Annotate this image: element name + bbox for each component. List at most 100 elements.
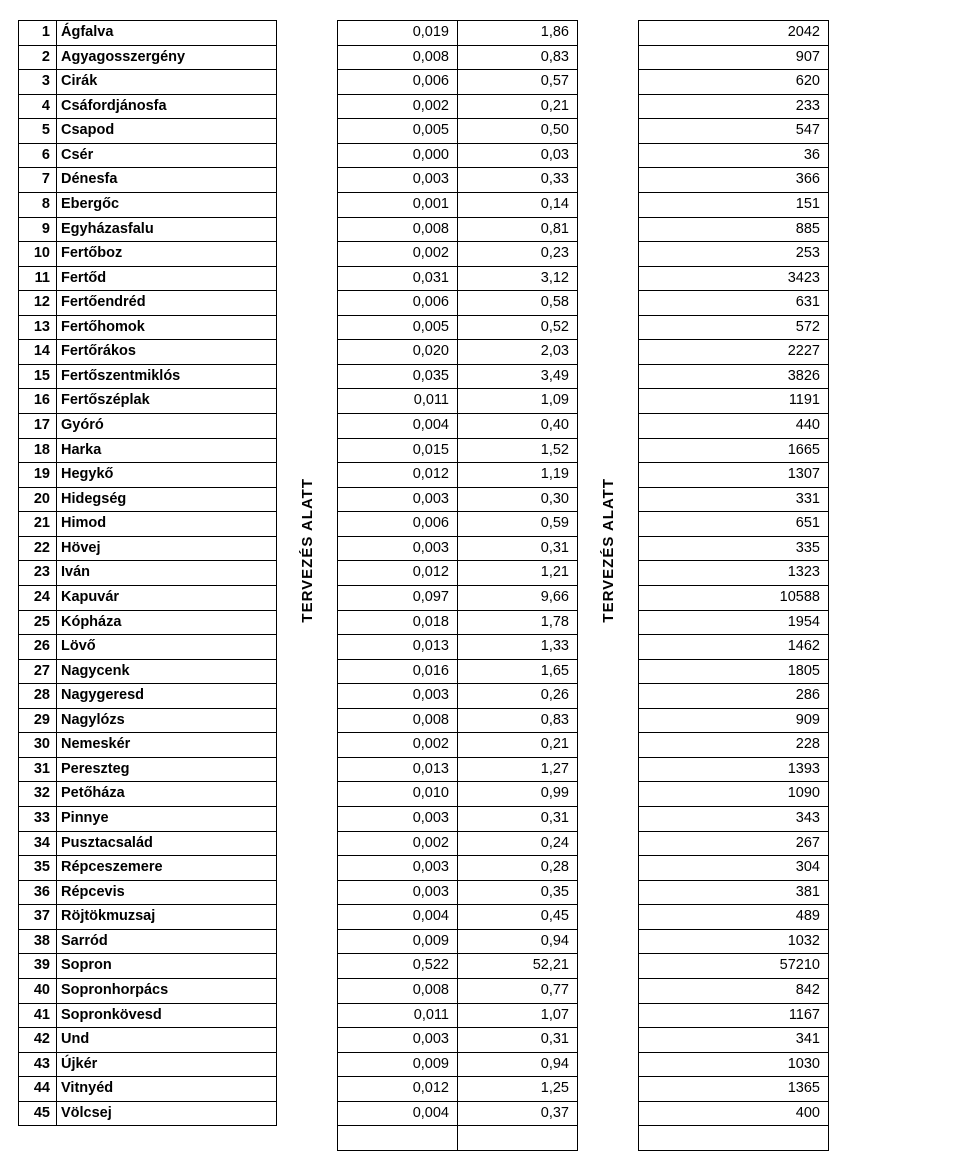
total-value: 286 — [639, 684, 829, 709]
row-number: 7 — [19, 168, 57, 193]
row-number: 10 — [19, 242, 57, 267]
table-row: 33Pinnye — [19, 807, 277, 832]
table-row: 1191 — [639, 389, 829, 414]
table-row: 29Nagylózs — [19, 708, 277, 733]
settlement-name: Röjtökmuzsaj — [57, 905, 277, 930]
row-number: 4 — [19, 94, 57, 119]
row-number: 25 — [19, 610, 57, 635]
table-row: 620 — [639, 70, 829, 95]
table-row: 253 — [639, 242, 829, 267]
table-row: 0,0100,99 — [338, 782, 578, 807]
value-col-1: 0,008 — [338, 45, 458, 70]
settlement-name: Harka — [57, 438, 277, 463]
row-number: 32 — [19, 782, 57, 807]
totals-table: 2042907620233547363661518852533423631572… — [638, 20, 829, 1151]
vertical-label-col-2: TERVEZÉS ALATT — [578, 20, 638, 1080]
table-row: 885 — [639, 217, 829, 242]
empty-cell — [458, 1126, 578, 1151]
row-number: 39 — [19, 954, 57, 979]
value-col-1: 0,006 — [338, 70, 458, 95]
total-value: 10588 — [639, 585, 829, 610]
table-row: 0,0040,37 — [338, 1101, 578, 1126]
settlement-name: Nagycenk — [57, 659, 277, 684]
table-row: 7Dénesfa — [19, 168, 277, 193]
row-number: 1 — [19, 21, 57, 46]
row-number: 18 — [19, 438, 57, 463]
table-row: 0,0030,35 — [338, 880, 578, 905]
total-value: 547 — [639, 119, 829, 144]
table-row: 631 — [639, 291, 829, 316]
table-row: 2Agyagosszergény — [19, 45, 277, 70]
row-number: 24 — [19, 585, 57, 610]
value-col-1: 0,009 — [338, 929, 458, 954]
settlement-name: Völcsej — [57, 1101, 277, 1126]
table-row: 0,0000,03 — [338, 143, 578, 168]
value-col-2: 1,33 — [458, 635, 578, 660]
table-row: 37Röjtökmuzsaj — [19, 905, 277, 930]
value-col-1: 0,003 — [338, 1028, 458, 1053]
table-row: 1365 — [639, 1077, 829, 1102]
table-row: 0,0080,83 — [338, 45, 578, 70]
table-row: 909 — [639, 708, 829, 733]
total-value: 1665 — [639, 438, 829, 463]
table-row: 12Fertőendréd — [19, 291, 277, 316]
total-value: 1030 — [639, 1052, 829, 1077]
settlement-name: Fertőhomok — [57, 315, 277, 340]
value-col-2: 0,03 — [458, 143, 578, 168]
table-row: 3Cirák — [19, 70, 277, 95]
settlement-name: Csapod — [57, 119, 277, 144]
settlement-name: Fertőszentmiklós — [57, 364, 277, 389]
total-value: 1365 — [639, 1077, 829, 1102]
settlement-name: Petőháza — [57, 782, 277, 807]
row-number: 17 — [19, 414, 57, 439]
vertical-label-1: TERVEZÉS ALATT — [299, 478, 316, 623]
table-row: 1805 — [639, 659, 829, 684]
settlement-name: Und — [57, 1028, 277, 1053]
values-table: 0,0191,860,0080,830,0060,570,0020,210,00… — [337, 20, 578, 1151]
total-value: 489 — [639, 905, 829, 930]
table-row: 14Fertőrákos — [19, 340, 277, 365]
total-value: 3423 — [639, 266, 829, 291]
settlement-name: Répcevis — [57, 880, 277, 905]
value-col-2: 0,21 — [458, 733, 578, 758]
table-row: 10Fertőboz — [19, 242, 277, 267]
table-row: 30Nemeskér — [19, 733, 277, 758]
settlement-name: Répceszemere — [57, 856, 277, 881]
row-number: 23 — [19, 561, 57, 586]
value-col-2: 0,58 — [458, 291, 578, 316]
total-value: 1032 — [639, 929, 829, 954]
settlement-name: Gyóró — [57, 414, 277, 439]
settlement-name: Hegykő — [57, 463, 277, 488]
value-col-2: 0,28 — [458, 856, 578, 881]
settlement-name: Sopronkövesd — [57, 1003, 277, 1028]
row-number: 31 — [19, 757, 57, 782]
row-number: 21 — [19, 512, 57, 537]
row-number: 35 — [19, 856, 57, 881]
value-col-1: 0,006 — [338, 291, 458, 316]
table-row: 32Petőháza — [19, 782, 277, 807]
value-col-2: 2,03 — [458, 340, 578, 365]
table-row: 38Sarród — [19, 929, 277, 954]
total-value: 253 — [639, 242, 829, 267]
total-value: 366 — [639, 168, 829, 193]
settlement-name: Iván — [57, 561, 277, 586]
value-col-1: 0,003 — [338, 880, 458, 905]
table-row: 28Nagygeresd — [19, 684, 277, 709]
settlement-name: Agyagosszergény — [57, 45, 277, 70]
row-number: 30 — [19, 733, 57, 758]
table-row: 0,0050,50 — [338, 119, 578, 144]
table-row: 0,0060,57 — [338, 70, 578, 95]
settlement-name: Ebergőc — [57, 192, 277, 217]
table-row: 0,0030,26 — [338, 684, 578, 709]
table-row: 0,52252,21 — [338, 954, 578, 979]
settlement-name: Nemeskér — [57, 733, 277, 758]
value-col-1: 0,004 — [338, 1101, 458, 1126]
value-col-2: 1,19 — [458, 463, 578, 488]
table-row: 1462 — [639, 635, 829, 660]
table-row: 36Répcevis — [19, 880, 277, 905]
table-row-empty — [338, 1126, 578, 1151]
total-value: 1307 — [639, 463, 829, 488]
total-value: 1323 — [639, 561, 829, 586]
table-row: 304 — [639, 856, 829, 881]
vertical-label-col-1: TERVEZÉS ALATT — [277, 20, 337, 1080]
